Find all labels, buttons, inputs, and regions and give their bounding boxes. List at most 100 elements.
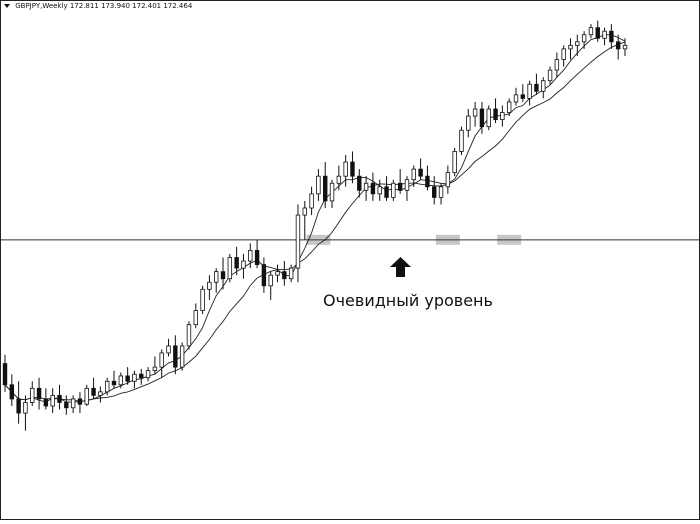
candle — [527, 80, 532, 106]
candle-body-up — [132, 373, 137, 382]
candle — [57, 384, 62, 410]
candle-body-up — [391, 182, 396, 198]
candle-body-down — [2, 363, 8, 386]
candle-body-down — [173, 345, 178, 368]
candle-body-up — [343, 161, 348, 177]
candle — [186, 321, 192, 350]
candle-body-up — [527, 83, 532, 99]
candle-body-down — [139, 373, 144, 379]
candle-body-up — [295, 214, 301, 269]
candle — [125, 367, 130, 385]
candle — [288, 264, 294, 283]
candle-body-down — [350, 161, 355, 177]
candle — [466, 109, 471, 138]
candle — [316, 169, 321, 201]
candle — [145, 367, 151, 382]
candle-body-up — [227, 257, 233, 280]
candle-body-up — [145, 370, 151, 379]
candle — [486, 105, 491, 131]
candle — [9, 374, 15, 406]
candle-body-down — [357, 175, 362, 191]
candle — [323, 162, 328, 208]
candle-body-up — [459, 129, 464, 152]
candle — [554, 52, 560, 78]
candle-body-up — [466, 115, 471, 131]
candle-body-up — [506, 101, 512, 113]
candle — [248, 243, 253, 269]
candle — [36, 377, 42, 410]
candle-body-up — [316, 175, 321, 195]
candle — [541, 77, 546, 99]
candle — [64, 395, 69, 415]
candle — [70, 395, 76, 414]
candle — [350, 151, 355, 184]
candle-body-down — [595, 27, 600, 39]
candle — [104, 377, 110, 396]
candle — [261, 257, 267, 293]
candle — [227, 253, 233, 283]
candle-body-up — [500, 112, 505, 121]
candle-body-up — [575, 41, 580, 46]
candle — [220, 257, 226, 290]
candle-body-up — [268, 274, 273, 287]
candle-body-up — [166, 345, 171, 354]
candle-body-down — [111, 380, 117, 386]
candle — [500, 105, 505, 127]
ohlc-readout: 172.811 173.940 172.401 172.464 — [69, 2, 193, 10]
candle-body-down — [370, 182, 376, 195]
candle-body-up — [602, 30, 607, 39]
candle-body-down — [418, 168, 423, 177]
level-annotation: Очевидный уровень — [323, 291, 493, 310]
candle — [581, 31, 587, 49]
candle — [343, 154, 348, 187]
candle-body-up — [207, 281, 212, 290]
candle-body-up — [363, 182, 369, 191]
candle — [397, 169, 403, 194]
symbol-label: GBPJPY,Weekly — [15, 2, 68, 10]
candle — [472, 101, 478, 127]
candle-body-up — [241, 260, 246, 269]
candle — [602, 27, 607, 46]
up-arrow-icon — [390, 257, 411, 277]
candle — [547, 66, 553, 85]
candle-body-up — [568, 44, 573, 50]
candle-body-down — [282, 271, 287, 280]
candle — [91, 377, 96, 399]
candle — [377, 179, 382, 201]
candle — [568, 38, 573, 60]
candle — [139, 368, 144, 385]
candle-body-up — [438, 186, 444, 198]
candle — [493, 98, 498, 124]
candle — [193, 303, 198, 329]
candle — [43, 388, 49, 410]
candle-body-down — [397, 182, 403, 191]
candle-body-up — [193, 310, 198, 326]
candle — [23, 395, 28, 431]
candle — [459, 126, 464, 155]
candle-body-up — [452, 151, 457, 174]
candle — [561, 45, 566, 67]
candle-body-up — [404, 179, 410, 191]
candle-body-down — [615, 41, 621, 50]
dropdown-triangle-icon[interactable] — [4, 4, 10, 8]
candle — [30, 381, 35, 406]
candle — [506, 98, 512, 117]
candle — [16, 381, 21, 424]
candle — [118, 372, 124, 389]
candle-body-down — [36, 387, 42, 400]
candle-body-up — [588, 27, 594, 36]
candle — [575, 34, 580, 56]
candle — [2, 354, 8, 392]
candle-body-up — [186, 324, 192, 347]
candle — [609, 24, 614, 49]
candle — [595, 20, 600, 42]
candle — [200, 285, 205, 315]
candle — [254, 239, 260, 269]
candle — [391, 179, 396, 201]
candle-body-up — [118, 375, 124, 386]
candle — [84, 384, 89, 406]
candle — [50, 388, 55, 414]
candle-body-down — [9, 384, 15, 400]
candle — [534, 73, 539, 95]
